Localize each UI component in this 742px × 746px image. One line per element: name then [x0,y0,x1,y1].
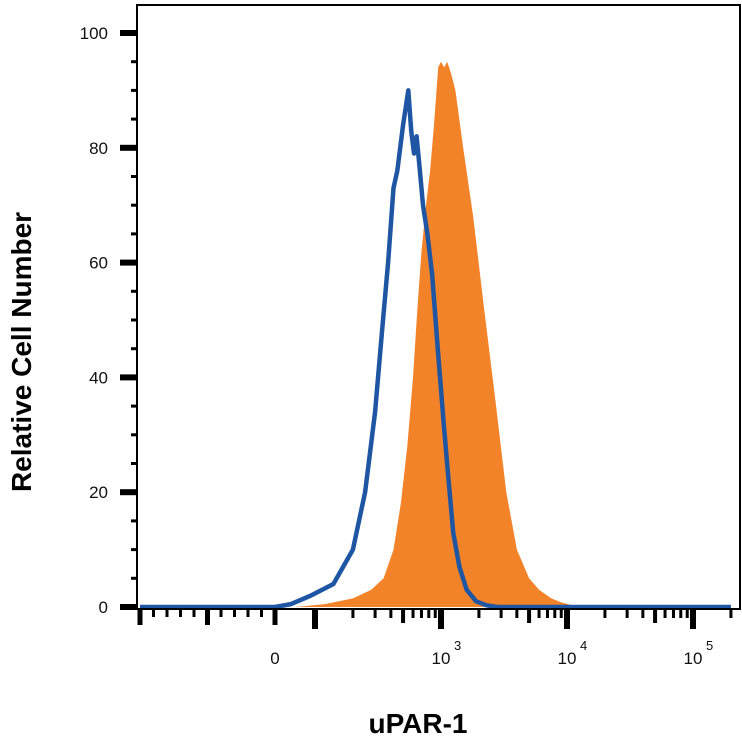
y-tick-label: 60 [89,254,108,273]
x-minor-tick [553,609,557,618]
x-tick-label: 10 [432,649,451,668]
y-major-tick [120,30,137,36]
y-tick-label: 40 [89,368,108,387]
x-minor-tick [389,609,393,618]
x-tick-label: 10 [558,649,577,668]
y-tick-label: 80 [89,139,108,158]
x-minor-tick [477,609,481,618]
x-tick-exponent: 3 [454,638,461,653]
x-major-tick [312,609,318,629]
outline-histogram-series [140,88,731,610]
y-minor-tick [131,203,137,207]
x-major-tick [690,609,696,629]
y-major-tick [120,489,137,496]
y-tick-label: 100 [80,24,108,43]
x-minor-tick [165,609,169,617]
x-minor-tick [545,609,549,618]
x-minor-tick [260,609,263,617]
y-axis-title: Relative Cell Number [6,212,37,492]
x-minor-tick [663,609,667,618]
x-tick-exponent: 4 [580,638,587,653]
y-minor-tick [131,289,137,293]
x-minor-tick [603,609,607,618]
y-minor-tick [131,88,137,92]
y-minor-tick [131,519,137,523]
x-major-tick [438,609,444,629]
y-major-tick [120,144,137,151]
x-minor-tick [411,609,415,618]
y-minor-tick [131,576,137,580]
x-minor-tick [625,609,629,618]
x-minor-tick [233,609,236,617]
x-minor-tick [179,609,182,617]
y-tick-label: 20 [89,483,108,502]
x-minor-tick [419,609,423,618]
x-axis-title: uPAR-1 [368,708,467,739]
x-minor-tick [427,609,431,618]
x-minor-tick [729,609,733,618]
x-minor-tick [685,609,689,618]
y-minor-tick [131,462,137,465]
y-minor-tick [131,347,137,351]
x-minor-tick [351,609,355,618]
y-axis: 0 20 40 60 80 100 [80,24,137,617]
y-major-tick [120,604,137,610]
x-major-tick [564,609,570,629]
x-minor-tick [641,609,645,618]
x-major-tick [272,609,278,625]
x-minor-tick [433,609,437,618]
x-major-tick [137,609,143,625]
y-minor-tick [131,60,137,64]
x-minor-tick [671,609,675,618]
y-major-tick [120,259,137,266]
y-minor-tick [131,175,137,178]
y-tick-label: 0 [99,598,108,617]
x-minor-tick [192,609,196,617]
x-tick-label: 10 [684,649,703,668]
y-minor-tick [131,318,137,322]
x-minor-tick [537,609,541,618]
x-tick-label: 0 [270,649,279,668]
x-minor-tick [527,609,532,623]
y-minor-tick [131,232,137,236]
y-major-tick [120,374,137,381]
x-major-tick [205,609,210,625]
x-minor-tick [373,609,377,618]
y-minor-tick [131,404,137,408]
x-tick-exponent: 5 [706,638,713,653]
x-minor-tick [559,609,563,618]
x-minor-tick [499,609,503,618]
y-minor-tick [131,117,137,121]
y-minor-tick [131,433,137,437]
x-minor-tick [152,609,155,617]
x-minor-tick [219,609,223,617]
y-minor-tick [131,548,137,552]
x-minor-tick [515,609,519,618]
outline-histogram-layer [140,88,731,610]
x-minor-tick [246,609,250,617]
x-minor-tick [653,609,658,623]
x-minor-tick [401,609,406,623]
x-minor-tick [679,609,683,618]
